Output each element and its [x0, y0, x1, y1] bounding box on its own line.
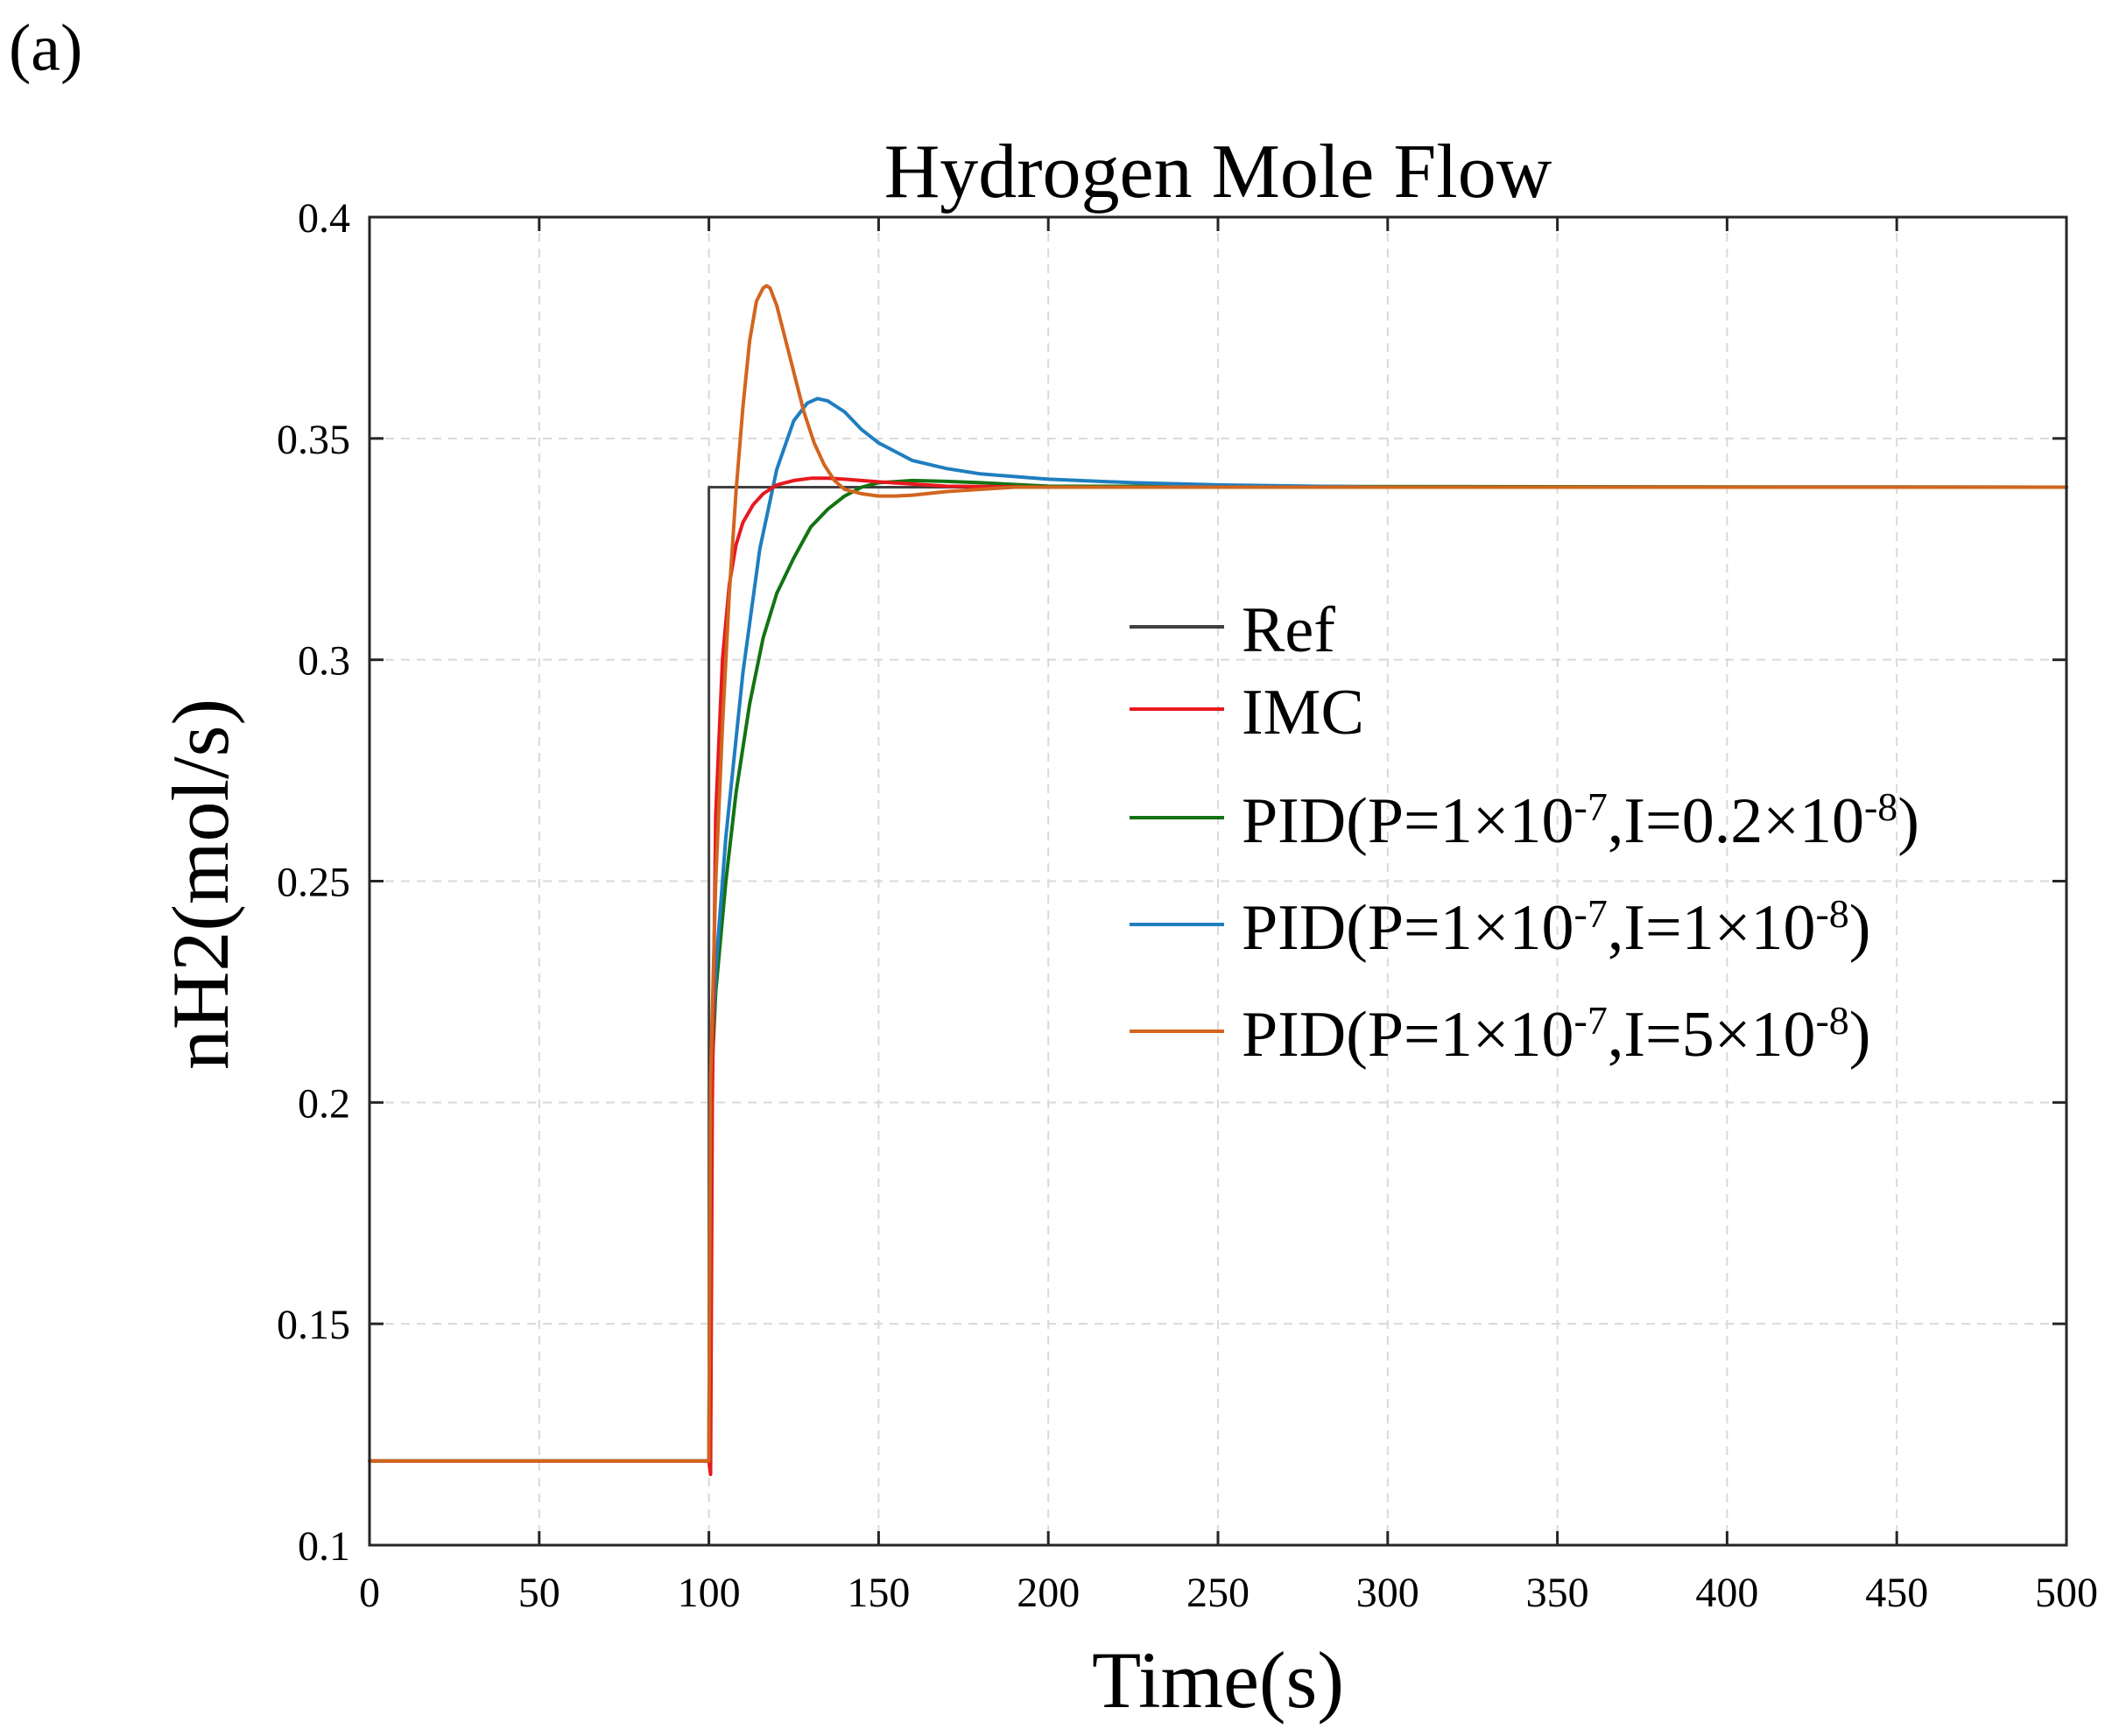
x-tick-label: 500: [2035, 1570, 2098, 1616]
series-line-5: [368, 284, 2068, 1463]
series-line-4: [368, 397, 2068, 1463]
y-axis-label: nH2(mol/s): [156, 699, 245, 1070]
x-tick-label: 200: [1017, 1570, 1080, 1616]
legend-label: IMC: [1242, 677, 1364, 749]
legend-label: PID(P=1×10-7,I=5×10-8): [1242, 998, 1870, 1072]
y-tick-label: 0.25: [277, 860, 350, 906]
y-tick-label: 0.15: [277, 1302, 350, 1348]
y-tick-label: 0.35: [277, 417, 350, 463]
legend: Ref IMC PID(P=1×10-7,I=0.2×10-8) PID(P=1×10…: [1130, 594, 1919, 1071]
x-tick-label: 400: [1695, 1570, 1758, 1616]
series-layer: [368, 284, 2068, 1477]
x-tick-label: 250: [1186, 1570, 1250, 1616]
legend-label: PID(P=1×10-7,I=1×10-8): [1242, 891, 1870, 965]
panel-label: (a): [9, 11, 82, 85]
x-tick-label: 100: [678, 1570, 741, 1616]
x-tick-label: 0: [359, 1570, 380, 1616]
ticks: [368, 215, 2068, 1547]
series-line-3: [368, 478, 2068, 1463]
chart-title: Hydrogen Mole Flow: [884, 130, 1552, 214]
x-tick-label: 350: [1526, 1570, 1589, 1616]
legend-label: PID(P=1×10-7,I=0.2×10-8): [1242, 784, 1919, 858]
x-axis-label: Time(s): [1092, 1635, 1344, 1725]
x-tick-label: 450: [1865, 1570, 1928, 1616]
tick-labels: 0 50 100 150 200 250 300 350 400 450 500 0.1 0.15 0.2…: [277, 195, 2098, 1616]
x-tick-label: 50: [518, 1570, 560, 1616]
y-tick-label: 0.1: [298, 1523, 350, 1570]
y-tick-label: 0.3: [298, 638, 350, 685]
legend-label: Ref: [1242, 594, 1335, 666]
x-tick-label: 300: [1356, 1570, 1419, 1616]
y-tick-label: 0.4: [298, 195, 350, 242]
x-tick-label: 150: [847, 1570, 910, 1616]
y-tick-label: 0.2: [298, 1080, 350, 1127]
